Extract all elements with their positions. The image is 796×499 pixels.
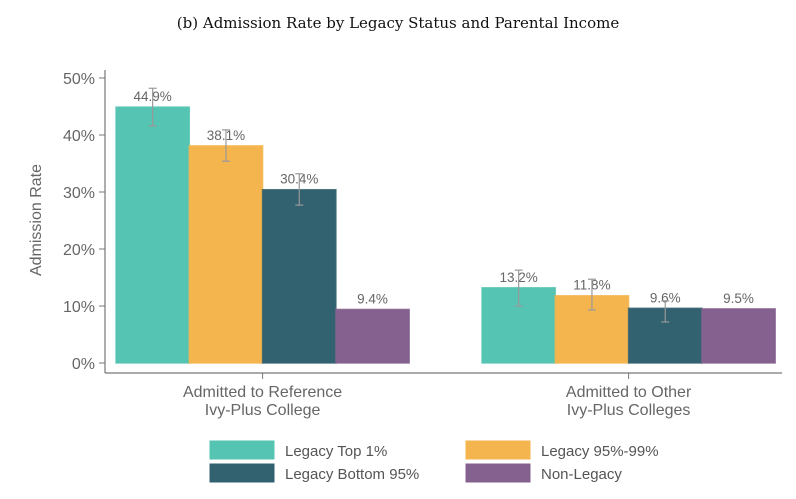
bar <box>188 145 264 364</box>
bar <box>115 106 191 364</box>
y-axis: 0% 10% 20% 30% 40% 50% <box>63 70 106 373</box>
bar <box>335 308 410 364</box>
legend-label: Legacy 95%-99% <box>541 443 659 460</box>
legend-label: Legacy Top 1% <box>285 443 387 460</box>
data-label: 9.6% <box>650 290 681 305</box>
legend-swatch <box>209 440 275 460</box>
legend-swatch <box>465 463 531 483</box>
data-label: 9.5% <box>723 291 754 306</box>
bars: 44.9%13.2%38.1%11.8%30.4%9.6%9.4% 9.5% <box>115 87 776 364</box>
x-tick-label: Ivy-Plus College <box>205 402 321 419</box>
y-tick-label: 40% <box>63 128 95 145</box>
x-tick-label: Admitted to Reference <box>183 384 342 401</box>
legend-label: Legacy Bottom 95% <box>285 466 419 483</box>
y-tick-label: 20% <box>63 242 95 259</box>
legend: Legacy Top 1% Legacy 95%-99% Legacy Bottom… <box>209 440 659 483</box>
legend-label: Non-Legacy <box>541 466 622 483</box>
x-tick-label: Ivy-Plus Colleges <box>567 402 691 419</box>
y-tick-label: 10% <box>63 299 95 316</box>
y-axis-label: Admission Rate <box>28 164 45 276</box>
legend-swatch <box>465 440 531 460</box>
x-tick-label: Admitted to Other <box>566 384 692 401</box>
y-tick-label: 0% <box>72 356 95 373</box>
data-label: 9.4% <box>357 291 388 306</box>
y-tick-label: 50% <box>63 71 95 88</box>
chart-title: (b) Admission Rate by Legacy Status and … <box>177 14 620 32</box>
y-tick-label: 30% <box>63 185 95 202</box>
bar <box>261 188 337 364</box>
bar <box>701 308 776 364</box>
legend-swatch <box>209 463 275 483</box>
